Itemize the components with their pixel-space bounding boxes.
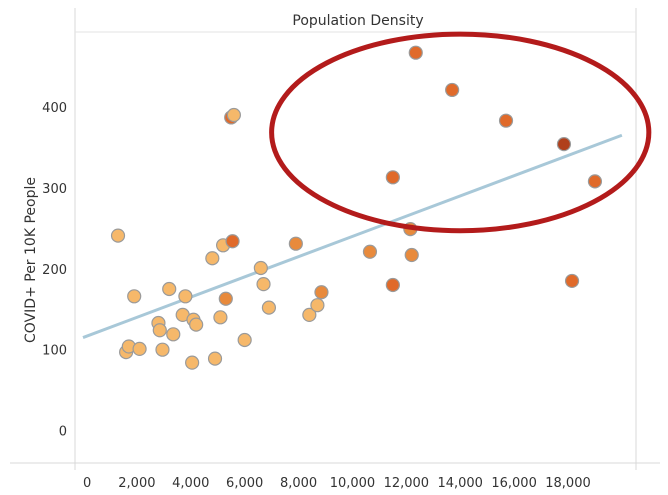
highlight-ellipse bbox=[269, 31, 652, 234]
data-point bbox=[404, 247, 419, 263]
data-point bbox=[127, 289, 142, 304]
x-tick-label: 0 bbox=[83, 476, 91, 491]
x-tick-label: 16,000 bbox=[491, 476, 537, 491]
data-point bbox=[178, 289, 193, 304]
data-point bbox=[185, 355, 200, 370]
data-point bbox=[110, 228, 126, 243]
y-tick-label: 200 bbox=[42, 263, 67, 278]
data-point bbox=[256, 277, 271, 292]
data-point bbox=[385, 170, 400, 185]
data-point bbox=[162, 281, 177, 297]
data-point bbox=[205, 251, 220, 266]
data-point bbox=[213, 310, 228, 325]
chart-title: Population Density bbox=[292, 13, 423, 29]
data-point bbox=[587, 174, 603, 189]
data-point bbox=[261, 300, 277, 315]
data-point bbox=[207, 351, 223, 366]
x-tick-label: 6,000 bbox=[226, 476, 263, 491]
data-point bbox=[253, 260, 268, 276]
y-tick-label: 400 bbox=[42, 101, 67, 116]
data-point bbox=[445, 82, 460, 98]
data-point bbox=[218, 291, 233, 306]
data-point bbox=[362, 244, 378, 259]
y-tick-label: 300 bbox=[42, 182, 67, 197]
x-tick-label: 8,000 bbox=[280, 476, 317, 491]
data-point bbox=[408, 45, 423, 60]
x-tick-label: 10,000 bbox=[330, 476, 376, 491]
data-point bbox=[132, 341, 147, 356]
y-tick-label: 100 bbox=[42, 344, 67, 359]
x-tick-label: 12,000 bbox=[384, 476, 430, 491]
data-point bbox=[564, 273, 580, 289]
data-point bbox=[166, 327, 181, 342]
data-point bbox=[237, 332, 252, 348]
data-point bbox=[556, 137, 572, 152]
x-tick-label: 2,000 bbox=[118, 476, 155, 491]
y-tick-label: 0 bbox=[59, 425, 67, 440]
data-point bbox=[302, 307, 317, 323]
data-point bbox=[225, 234, 240, 249]
data-point bbox=[155, 342, 170, 357]
x-tick-label: 14,000 bbox=[437, 476, 483, 491]
y-axis-label: COVID+ Per 10K People bbox=[23, 177, 39, 343]
x-tick-label: 18,000 bbox=[545, 476, 591, 491]
data-point bbox=[310, 298, 325, 313]
data-point bbox=[385, 277, 400, 293]
trend-line bbox=[82, 133, 623, 339]
data-point bbox=[189, 317, 204, 332]
data-point bbox=[288, 236, 303, 251]
data-point bbox=[226, 107, 241, 123]
data-point bbox=[314, 285, 329, 300]
data-point bbox=[152, 323, 167, 338]
x-tick-label: 4,000 bbox=[172, 476, 209, 491]
data-point bbox=[498, 113, 514, 128]
